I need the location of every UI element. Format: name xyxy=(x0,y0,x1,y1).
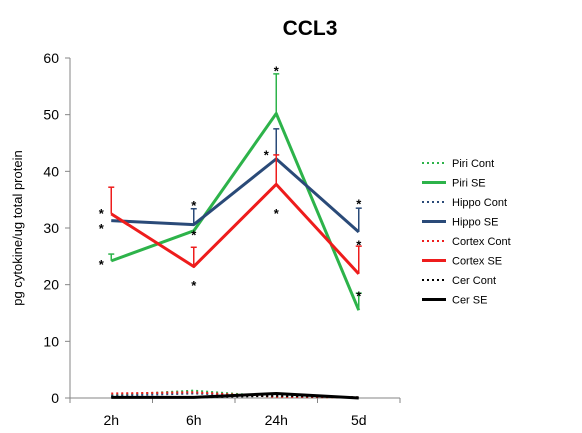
significance-marker: * xyxy=(99,206,105,221)
significance-marker: * xyxy=(356,288,362,303)
y-axis-label: pg cytokine/ug total protein xyxy=(10,150,25,305)
series-hippo-se xyxy=(111,128,362,234)
series-line xyxy=(111,157,360,234)
significance-marker: * xyxy=(99,257,105,272)
x-tick-label: 2h xyxy=(103,412,119,428)
x-tick-label: 6h xyxy=(186,412,202,428)
significance-marker: * xyxy=(99,221,105,236)
significance-marker: * xyxy=(264,148,270,163)
significance-marker: * xyxy=(191,278,197,293)
series-line xyxy=(110,112,361,311)
significance-marker: * xyxy=(191,228,197,243)
significance-marker: * xyxy=(191,198,197,213)
x-tick-label: 24h xyxy=(265,412,288,428)
y-tick-label: 40 xyxy=(43,163,59,179)
y-tick-label: 60 xyxy=(43,50,59,66)
y-tick-label: 0 xyxy=(51,390,59,406)
legend-entry: Hippo SE xyxy=(452,217,498,229)
y-tick-label: 20 xyxy=(43,277,59,293)
series-line xyxy=(110,182,360,275)
chart-title: CCL3 xyxy=(283,17,338,40)
legend-entry: Piri Cont xyxy=(452,158,494,170)
significance-marker: * xyxy=(274,63,280,78)
series-line xyxy=(111,391,359,400)
series-cortex-se xyxy=(108,154,362,275)
legend: Piri Cont Piri SE Hippo Cont Hippo SE Cortex… xyxy=(422,158,511,307)
series-piri-se xyxy=(108,73,362,311)
y-tick-label: 50 xyxy=(43,107,59,123)
y-tick-label: 10 xyxy=(43,333,59,349)
legend-entry: Cortex SE xyxy=(452,256,502,268)
legend-entry: Cer SE xyxy=(452,295,487,307)
legend-entry: Cortex Cont xyxy=(452,236,511,248)
y-tick-label: 30 xyxy=(43,220,59,236)
significance-marker: * xyxy=(356,237,362,252)
series-layer xyxy=(108,73,362,400)
legend-entry: Hippo Cont xyxy=(452,197,507,209)
axes: 0 10 20 30 40 50 60 2h 6h 24h 5d xyxy=(43,50,401,428)
x-tick-label: 5d xyxy=(351,412,367,428)
legend-entry: Piri SE xyxy=(452,178,486,190)
significance-marker: * xyxy=(274,206,280,221)
annotation-layer: ************ xyxy=(99,63,363,303)
significance-marker: * xyxy=(356,197,362,212)
series-cer-se xyxy=(111,391,359,400)
legend-entry: Cer Cont xyxy=(452,275,496,287)
